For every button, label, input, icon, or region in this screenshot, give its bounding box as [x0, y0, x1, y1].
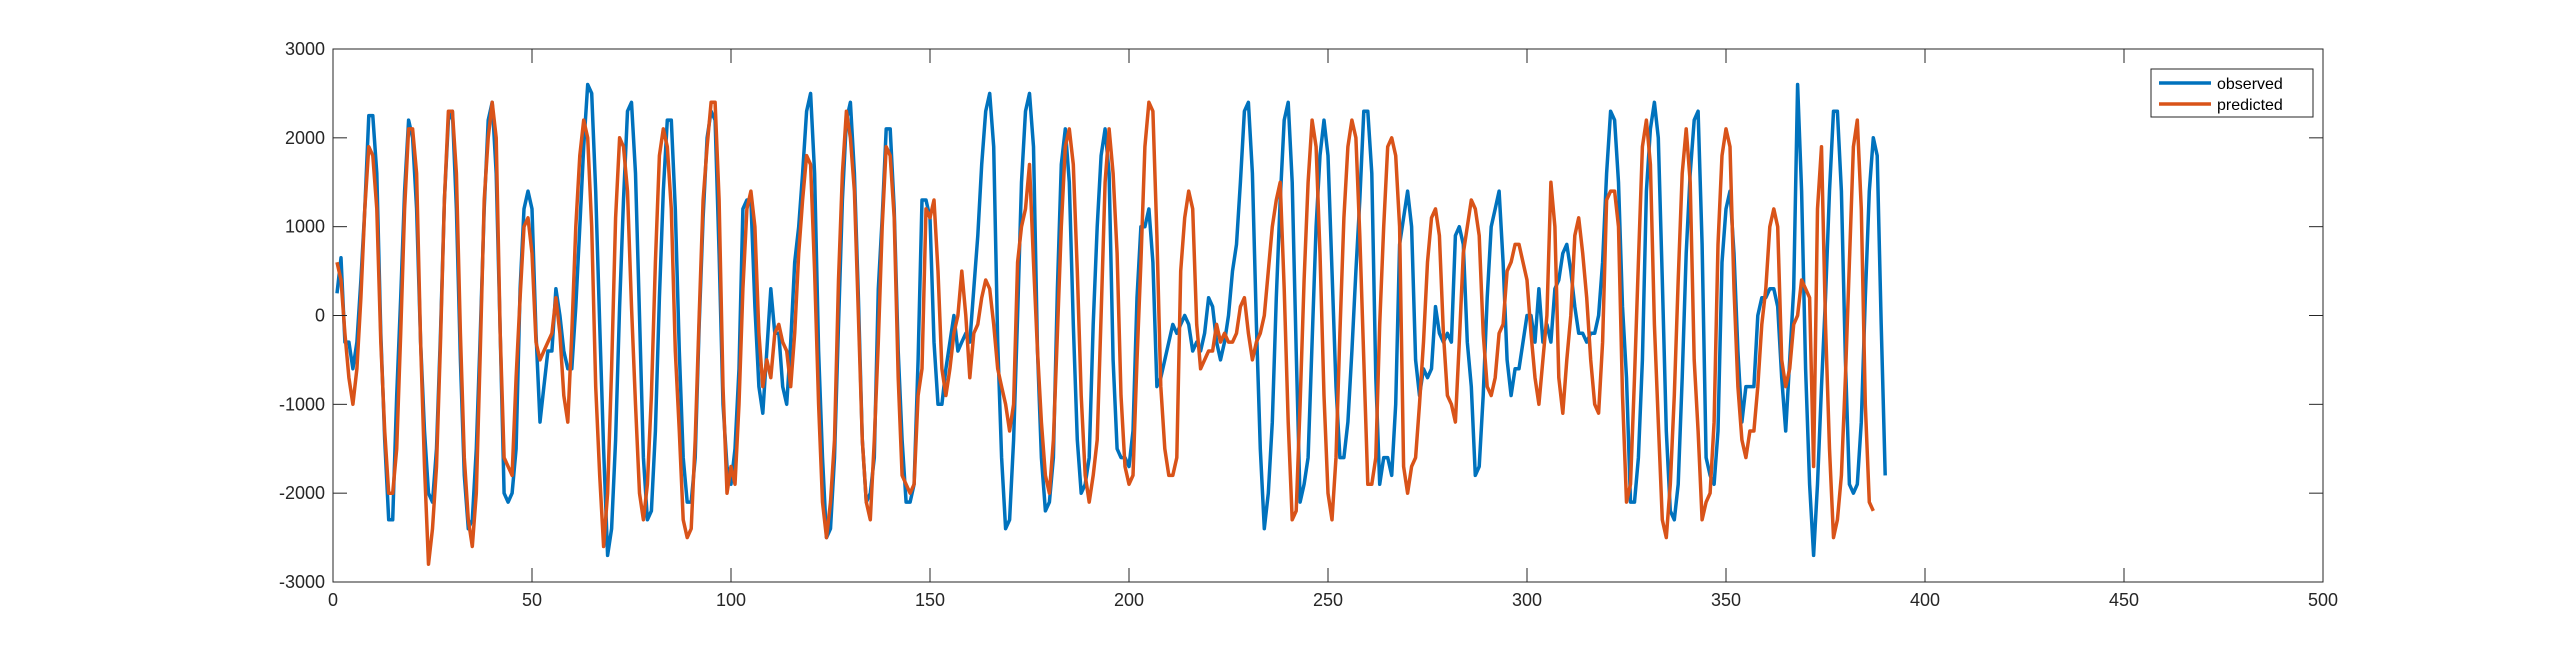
y-tick-label: 2000	[285, 128, 325, 148]
legend: observed predicted	[2150, 68, 2314, 118]
x-tick-label: 50	[522, 590, 542, 610]
x-tick-label: 0	[328, 590, 338, 610]
series-line-observed	[335, 82, 1887, 558]
y-tick-label: 0	[315, 306, 325, 326]
legend-label-predicted: predicted	[2217, 97, 2283, 114]
x-tick-label: 400	[1910, 590, 1940, 610]
y-tick-label: 3000	[285, 39, 325, 59]
series-line-predicted	[335, 100, 1875, 566]
legend-label-observed: observed	[2217, 76, 2283, 93]
y-tick-label: 1000	[285, 217, 325, 237]
x-tick-label: 300	[1512, 590, 1542, 610]
x-tick-label: 150	[915, 590, 945, 610]
x-tick-label: 250	[1313, 590, 1343, 610]
y-tick-label: -3000	[279, 572, 325, 592]
legend-box	[2150, 68, 2314, 118]
y-tick-label: -1000	[279, 394, 325, 414]
x-tick-label: 100	[716, 590, 746, 610]
x-tick-label: 450	[2109, 590, 2139, 610]
series-layer	[335, 82, 1887, 566]
y-tick-label: -2000	[279, 483, 325, 503]
x-tick-label: 200	[1114, 590, 1144, 610]
x-axis: 0 50 100 150 200 250 300 350 400 450 500	[328, 49, 2338, 610]
y-axis: -3000 -2000 -1000 0 1000 2000 3000	[279, 39, 2323, 592]
x-tick-label: 500	[2308, 590, 2338, 610]
x-tick-label: 350	[1711, 590, 1741, 610]
